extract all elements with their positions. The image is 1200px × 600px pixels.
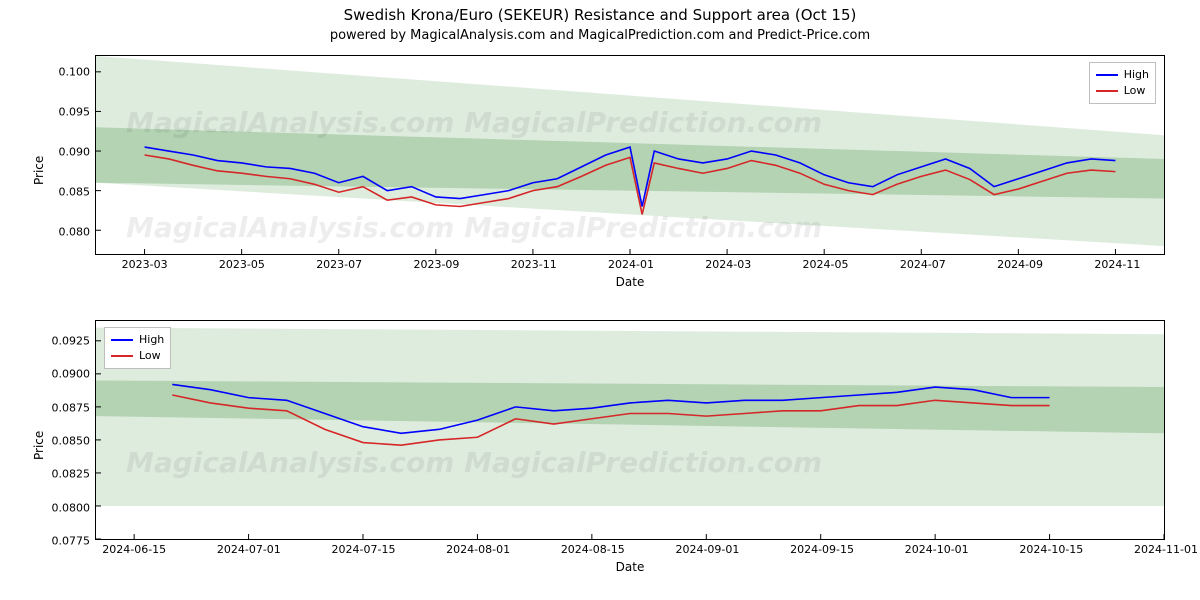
legend-item-low: Low [1096,83,1149,99]
x-tick-label: 2024-09-15 [790,539,854,556]
y-tick-label: 0.0800 [52,501,97,514]
y-tick-label: 0.0775 [52,535,97,548]
legend-label-low: Low [139,348,161,364]
y-tick-label: 0.100 [59,66,97,79]
chart-title: Swedish Krona/Euro (SEKEUR) Resistance a… [0,6,1200,24]
x-tick-label: 2024-06-15 [102,539,166,556]
top-chart-panel: MagicalAnalysis.com MagicalPrediction.co… [95,55,1165,255]
y-tick-label: 0.095 [59,106,97,119]
top-chart-svg [96,56,1164,254]
x-tick-label: 2023-11 [511,254,557,271]
x-tick-label: 2024-07-15 [332,539,396,556]
legend-box: High Low [104,327,171,369]
chart-subtitle: powered by MagicalAnalysis.com and Magic… [0,28,1200,43]
legend-swatch-high [1096,74,1118,76]
bottom-y-axis-label: Price [32,431,46,460]
y-tick-label: 0.0825 [52,468,97,481]
legend-item-low: Low [111,348,164,364]
x-tick-label: 2024-07-01 [217,539,281,556]
top-x-axis-label: Date [95,275,1165,289]
legend-swatch-high [111,339,133,341]
top-y-axis-label: Price [32,156,46,185]
x-tick-label: 2024-03 [705,254,751,271]
y-tick-label: 0.0900 [52,368,97,381]
bottom-chart-svg [96,321,1164,539]
legend-label-high: High [1124,67,1149,83]
y-tick-label: 0.0850 [52,435,97,448]
legend-item-high: High [1096,67,1149,83]
bottom-x-axis-label: Date [95,560,1165,574]
figure: Swedish Krona/Euro (SEKEUR) Resistance a… [0,0,1200,600]
y-tick-label: 0.090 [59,146,97,159]
x-tick-label: 2024-08-01 [446,539,510,556]
y-tick-label: 0.0875 [52,401,97,414]
y-tick-label: 0.080 [59,226,97,239]
legend-item-high: High [111,332,164,348]
legend-label-low: Low [1124,83,1146,99]
x-tick-label: 2024-09-01 [675,539,739,556]
bottom-chart-panel: MagicalAnalysis.com MagicalPrediction.co… [95,320,1165,540]
x-tick-label: 2024-11 [1094,254,1140,271]
x-tick-label: 2024-01 [608,254,654,271]
y-tick-label: 0.0925 [52,335,97,348]
x-tick-label: 2023-05 [219,254,265,271]
x-tick-label: 2024-10-01 [905,539,969,556]
legend-swatch-low [1096,90,1118,92]
legend-swatch-low [111,355,133,357]
y-tick-label: 0.085 [59,186,97,199]
x-tick-label: 2024-05 [803,254,849,271]
x-tick-label: 2023-03 [122,254,168,271]
legend-label-high: High [139,332,164,348]
x-tick-label: 2024-10-15 [1019,539,1083,556]
x-tick-label: 2024-08-15 [561,539,625,556]
x-tick-label: 2024-07 [900,254,946,271]
x-tick-label: 2023-09 [413,254,459,271]
x-tick-label: 2024-11-01 [1134,539,1198,556]
x-tick-label: 2023-07 [316,254,362,271]
legend-box: High Low [1089,62,1156,104]
x-tick-label: 2024-09 [997,254,1043,271]
